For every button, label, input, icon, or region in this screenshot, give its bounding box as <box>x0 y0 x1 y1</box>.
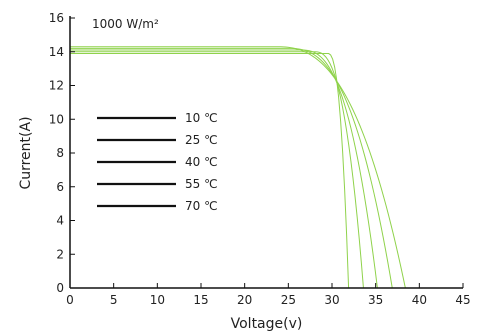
legend-label: 70 ℃ <box>185 199 218 213</box>
legend: 10 ℃ 25 ℃ 40 ℃ 55 ℃ 70 ℃ <box>97 111 218 213</box>
y-tick-label: 0 <box>56 281 64 295</box>
y-axis-title: Current(A) <box>18 116 34 189</box>
x-tick-label: 45 <box>455 293 470 307</box>
legend-label: 55 ℃ <box>185 177 218 191</box>
legend-label: 40 ℃ <box>185 155 218 169</box>
x-tick-label: 15 <box>193 293 208 307</box>
legend-label: 10 ℃ <box>185 111 218 125</box>
x-axis-title: Voltage(v) <box>231 316 303 332</box>
x-tick-label: 5 <box>110 293 118 307</box>
x-tick-label: 35 <box>368 293 383 307</box>
y-tick-label: 12 <box>49 79 64 93</box>
axes-group: 0 5 10 15 20 25 30 35 40 45 0 2 4 6 8 10 12 14 16 <box>49 11 471 307</box>
y-tick-label: 2 <box>56 247 64 261</box>
y-tick-label: 4 <box>56 214 64 228</box>
iv-curve-1 <box>70 46 406 289</box>
x-tick-label: 0 <box>66 293 74 307</box>
x-tick-label: 30 <box>324 293 339 307</box>
legend-label: 25 ℃ <box>185 133 218 147</box>
iv-curve-4 <box>70 51 364 289</box>
iv-curve-2 <box>70 47 393 289</box>
x-tick-label: 40 <box>412 293 427 307</box>
irradiance-annotation: 1000 W/m² <box>92 17 159 31</box>
curve-group <box>70 46 406 289</box>
x-tick-label: 10 <box>150 293 165 307</box>
y-tick-label: 14 <box>49 45 64 59</box>
y-tick-label: 10 <box>49 112 64 126</box>
y-tick-label: 16 <box>49 11 64 25</box>
x-tick-label: 20 <box>237 293 252 307</box>
y-tick-label: 8 <box>56 146 64 160</box>
y-tick-label: 6 <box>56 180 64 194</box>
x-tick-label: 25 <box>281 293 296 307</box>
iv-curve-3 <box>70 49 378 289</box>
iv-curve-5 <box>70 52 350 289</box>
